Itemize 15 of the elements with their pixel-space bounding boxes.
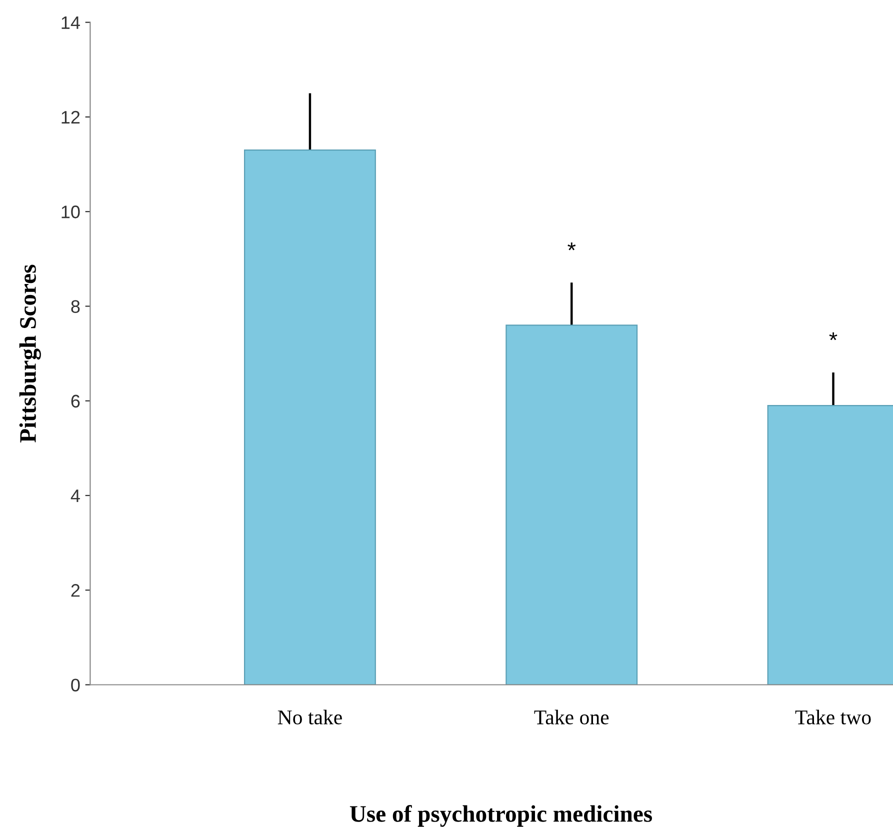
- x-tick-label: No take: [278, 710, 342, 724]
- annotation: *: [829, 332, 838, 340]
- annotation: *: [568, 242, 576, 250]
- x-tick-label: Take two: [795, 710, 871, 724]
- y-tick-label: 10: [62, 206, 80, 218]
- y-tick-label: 14: [62, 16, 80, 29]
- y-tick-label: 12: [62, 110, 80, 124]
- y-tick-label: 0: [71, 678, 80, 692]
- y-tick-label: 2: [71, 584, 80, 597]
- x-axis-title: Use of psychotropic medicines: [350, 805, 652, 827]
- x-tick-label: Take one: [534, 710, 609, 724]
- y-tick-label: 4: [70, 490, 80, 502]
- y-axis-title: Pittsburgh Scores: [19, 264, 41, 442]
- y-tick-label: 6: [71, 394, 80, 408]
- y-tick-label: 8: [71, 300, 80, 313]
